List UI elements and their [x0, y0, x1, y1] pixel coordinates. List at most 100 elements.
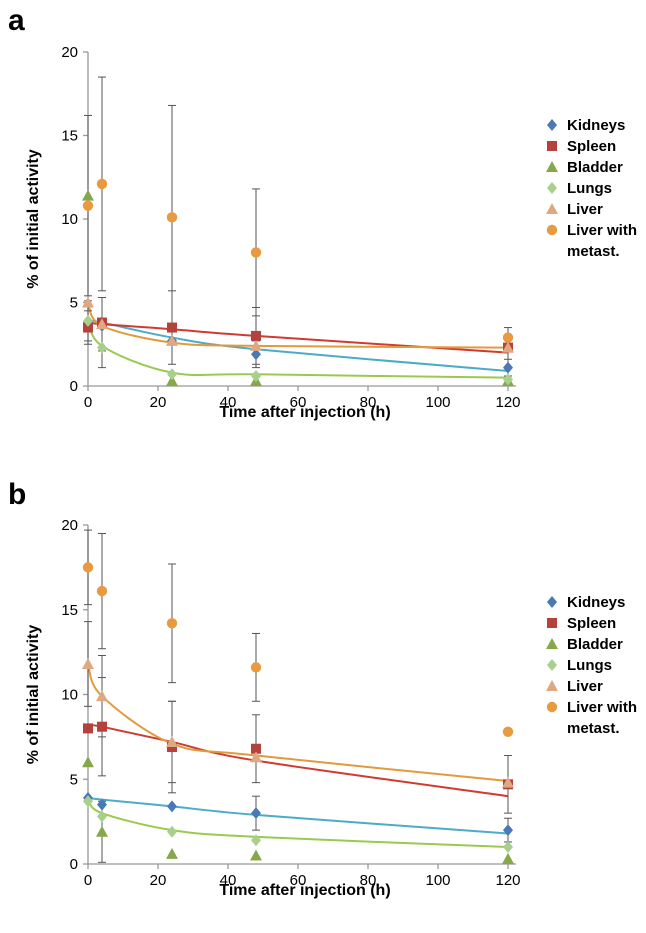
- legend-marker-liver: [546, 203, 558, 214]
- fit-curve-lungs: [87, 317, 509, 379]
- legend-marker-bladder: [546, 638, 558, 649]
- data-point-spleen: [251, 330, 261, 341]
- x-tick-label: 20: [150, 394, 167, 411]
- data-point-bladder: [250, 849, 262, 861]
- legend-label: Bladder: [567, 159, 623, 176]
- data-point-bladder: [166, 374, 178, 386]
- data-point-liver-with-metast: [250, 662, 262, 673]
- data-point-liver-with-metast: [502, 726, 514, 737]
- chart-panel-a: a 0 5 10 15 20 0 20 40 60 80 100 120 Time after injec…: [8, 4, 637, 421]
- data-point-liver: [250, 751, 262, 763]
- legend-marker-liver: [546, 680, 558, 691]
- y-tick-label: 5: [70, 295, 78, 312]
- legend: Kidneys Spleen Bladder Lungs Liver Liver with…: [546, 594, 637, 737]
- data-point-lungs: [83, 314, 93, 327]
- panel-letter: b: [8, 478, 26, 511]
- x-tick-label: 100: [425, 394, 450, 411]
- x-tick-label: 100: [425, 872, 450, 889]
- legend-label: Spleen: [567, 138, 616, 155]
- y-tick-label: 20: [61, 517, 78, 534]
- data-point-lungs: [503, 841, 513, 854]
- legend-marker-lungs: [547, 182, 557, 194]
- legend-marker-spleen: [547, 141, 557, 151]
- data-point-bladder: [502, 852, 514, 864]
- data-point-kidneys: [251, 348, 261, 361]
- data-point-kidneys: [167, 800, 177, 813]
- data-point-liver: [96, 690, 108, 702]
- legend-label: Bladder: [567, 636, 623, 653]
- data-point-spleen: [167, 742, 177, 753]
- legend-label: Lungs: [567, 657, 612, 674]
- y-tick-label: 15: [61, 128, 78, 145]
- chart-panel-b: b 0 5 10 15 20 0 20 40 60 80 100 120 Time after injec…: [8, 478, 637, 899]
- legend-marker-liver-with-metast: [546, 701, 558, 713]
- data-point-liver: [82, 657, 94, 669]
- x-tick-label: 60: [290, 394, 307, 411]
- data-point-lungs: [97, 341, 107, 354]
- legend-label: Liver: [567, 201, 603, 218]
- data-point-liver-with-metast: [96, 585, 108, 597]
- x-tick-label: 80: [360, 394, 377, 411]
- data-point-liver-with-metast: [96, 178, 108, 190]
- x-tick-label: 120: [495, 872, 520, 889]
- legend-label: Liver: [567, 678, 603, 695]
- data-point-liver-with-metast: [82, 562, 94, 573]
- y-axis-title: % of initial activity: [25, 625, 42, 765]
- data-point-liver: [502, 341, 514, 353]
- data-point-lungs: [251, 369, 261, 382]
- data-point-bladder: [82, 189, 94, 201]
- y-tick-label: 10: [61, 687, 78, 704]
- legend-marker-liver-with-metast: [546, 224, 558, 236]
- y-tick-label: 20: [61, 44, 78, 61]
- x-tick-label: 0: [84, 872, 92, 889]
- data-point-lungs: [503, 373, 513, 386]
- data-point-kidneys: [503, 824, 513, 837]
- y-tick-label: 10: [61, 211, 78, 228]
- x-tick-label: 60: [290, 872, 307, 889]
- data-point-kidneys: [503, 361, 513, 374]
- x-tick-label: 120: [495, 394, 520, 411]
- x-tick-label: 40: [220, 394, 237, 411]
- data-point-lungs: [251, 834, 261, 847]
- legend-label-cont: metast.: [567, 720, 620, 737]
- fit-curve-lungs: [87, 798, 509, 849]
- legend-marker-lungs: [547, 659, 557, 671]
- data-point-lungs: [167, 825, 177, 838]
- legend-marker-spleen: [547, 618, 557, 628]
- data-point-liver: [250, 339, 262, 351]
- data-point-liver-with-metast: [502, 332, 514, 343]
- legend-label: Spleen: [567, 615, 616, 632]
- data-point-liver-with-metast: [166, 618, 178, 629]
- data-point-lungs: [97, 810, 107, 823]
- legend-marker-kidneys: [547, 596, 557, 608]
- data-point-liver: [96, 318, 108, 330]
- y-tick-label: 0: [70, 378, 78, 395]
- x-tick-label: 80: [360, 872, 377, 889]
- x-tick-label: 40: [220, 872, 237, 889]
- y-tick-label: 0: [70, 856, 78, 873]
- data-point-spleen: [83, 723, 93, 734]
- data-point-kidneys: [251, 807, 261, 820]
- x-tick-label: 20: [150, 872, 167, 889]
- legend-marker-bladder: [546, 161, 558, 172]
- panel-letter: a: [8, 4, 25, 37]
- data-point-liver-with-metast: [250, 247, 262, 258]
- legend-label: Liver with: [567, 699, 637, 716]
- x-axis-title: Time after injection (h): [219, 404, 390, 421]
- data-point-liver-with-metast: [82, 200, 94, 211]
- data-point-spleen: [251, 743, 261, 754]
- legend-label: Liver with: [567, 222, 637, 239]
- x-tick-label: 0: [84, 394, 92, 411]
- legend-label: Kidneys: [567, 594, 625, 611]
- legend-marker-kidneys: [547, 119, 557, 131]
- data-point-spleen: [97, 721, 107, 732]
- data-point-liver: [502, 776, 514, 788]
- legend-label-cont: metast.: [567, 243, 620, 260]
- legend-label: Lungs: [567, 180, 612, 197]
- data-point-spleen: [167, 322, 177, 333]
- x-axis-title: Time after injection (h): [219, 882, 390, 899]
- y-axis-title: % of initial activity: [25, 149, 42, 289]
- data-point-lungs: [167, 368, 177, 381]
- fit-curve-liver: [87, 301, 509, 349]
